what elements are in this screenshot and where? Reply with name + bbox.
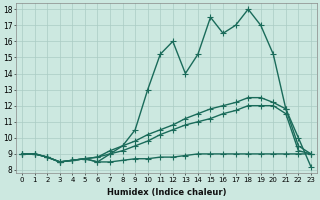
X-axis label: Humidex (Indice chaleur): Humidex (Indice chaleur) — [107, 188, 226, 197]
